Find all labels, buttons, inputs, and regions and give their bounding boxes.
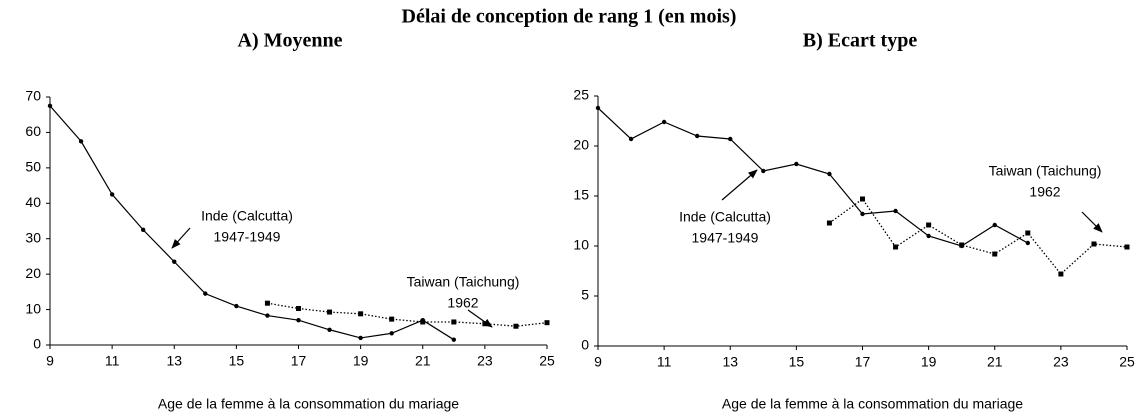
marker	[694, 133, 700, 139]
marker	[728, 136, 733, 142]
annotation: 1947-1949	[692, 230, 759, 246]
y-tick-label: 10	[25, 300, 41, 316]
y-tick-label: 30	[25, 229, 41, 245]
x-tick-label: 23	[477, 353, 493, 369]
marker	[389, 331, 394, 336]
y-tick-label: 5	[581, 287, 589, 303]
marker	[1025, 240, 1031, 246]
x-tick-label: 25	[1119, 354, 1135, 370]
x-tick-label: 19	[921, 354, 937, 370]
main-title: Délai de conception de rang 1 (en mois)	[402, 6, 737, 28]
marker	[264, 300, 270, 306]
marker	[109, 192, 115, 197]
y-tick-label: 15	[573, 187, 589, 203]
marker	[78, 139, 84, 144]
annotation: 1962	[1029, 184, 1060, 200]
marker	[893, 244, 899, 250]
y-tick-label: 60	[25, 123, 41, 139]
marker	[826, 220, 832, 226]
y-tick-label: 50	[25, 159, 41, 175]
x-tick-label: 23	[1053, 354, 1069, 370]
x-tick-label: 17	[855, 354, 871, 370]
marker	[451, 319, 457, 325]
y-tick-label: 0	[33, 336, 41, 352]
marker	[140, 227, 146, 233]
marker	[827, 171, 832, 177]
chart-title: A) Moyenne	[238, 30, 343, 52]
series-line	[597, 107, 1029, 247]
marker	[296, 318, 301, 323]
x-tick-label: 17	[291, 353, 307, 369]
marker	[327, 327, 332, 332]
marker	[513, 323, 519, 329]
series-line	[49, 105, 455, 341]
annotation-arrow	[1081, 211, 1103, 233]
marker	[1091, 241, 1097, 247]
marker	[628, 136, 634, 142]
marker	[172, 259, 177, 264]
marker	[959, 242, 965, 248]
marker	[595, 105, 601, 111]
x-tick-label: 21	[987, 354, 1003, 370]
marker	[327, 309, 333, 315]
annotation: Inde (Calcutta)	[679, 209, 771, 225]
marker	[420, 319, 426, 325]
series-line	[829, 198, 1128, 275]
marker	[1025, 230, 1031, 236]
x-axis-label: Age de la femme à la consommation du mar…	[158, 396, 459, 412]
marker	[794, 161, 799, 167]
marker	[451, 337, 457, 342]
marker	[661, 119, 667, 125]
annotation-arrow	[721, 169, 758, 201]
marker	[358, 311, 364, 317]
annotation: Taiwan (Taichung)	[989, 163, 1102, 179]
marker	[389, 316, 395, 322]
marker	[926, 222, 932, 228]
marker	[860, 196, 865, 202]
annotation: 1947-1949	[214, 229, 281, 245]
x-tick-label: 9	[594, 354, 602, 370]
marker	[544, 320, 550, 326]
chart-title: B) Ecart type	[803, 30, 918, 52]
marker	[265, 313, 270, 318]
x-tick-label: 9	[46, 353, 54, 369]
marker	[992, 222, 997, 228]
annotation: 1962	[447, 295, 478, 311]
annotation: Inde (Calcutta)	[201, 208, 293, 224]
x-tick-label: 15	[229, 353, 245, 369]
x-tick-label: 19	[353, 353, 369, 369]
annotation-arrow	[467, 309, 493, 328]
x-tick-label: 11	[657, 354, 672, 370]
marker	[893, 208, 898, 214]
x-tick-label: 11	[105, 353, 120, 369]
marker	[926, 233, 931, 239]
y-tick-label: 20	[25, 265, 41, 281]
marker	[234, 303, 239, 309]
x-tick-label: 13	[166, 353, 182, 369]
y-tick-label: 10	[573, 237, 589, 253]
marker	[992, 251, 998, 257]
x-tick-label: 25	[539, 353, 555, 369]
y-tick-label: 20	[573, 137, 589, 153]
annotation-arrow	[171, 227, 191, 249]
x-tick-label: 13	[722, 354, 738, 370]
x-tick-label: 15	[789, 354, 805, 370]
series-line	[267, 302, 548, 327]
x-tick-label: 21	[415, 353, 431, 369]
marker	[296, 306, 301, 312]
marker	[358, 335, 363, 341]
marker	[47, 103, 53, 109]
marker	[1058, 271, 1064, 277]
marker	[761, 168, 766, 174]
marker	[860, 211, 865, 217]
marker	[1124, 244, 1130, 250]
x-axis-label: Age de la femme à la consommation du mar…	[722, 396, 1023, 412]
y-tick-label: 0	[581, 337, 589, 353]
y-tick-label: 25	[573, 87, 589, 103]
y-tick-label: 70	[25, 88, 41, 104]
marker	[203, 291, 208, 296]
y-tick-label: 40	[25, 194, 41, 210]
annotation: Taiwan (Taichung)	[407, 274, 520, 290]
